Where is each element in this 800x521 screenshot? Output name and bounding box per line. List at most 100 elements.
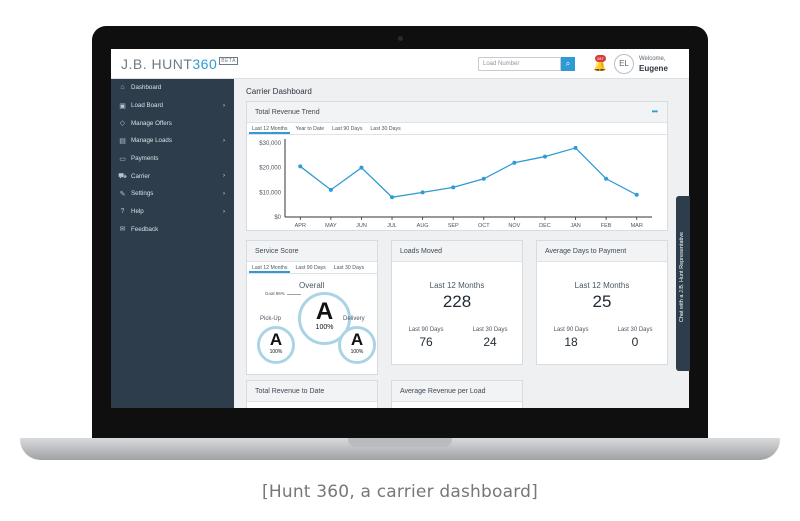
sidebar-item-label: Dashboard — [131, 84, 162, 92]
notification-badge: 287 — [595, 55, 606, 62]
data-point — [634, 192, 639, 197]
username[interactable]: Eugene — [639, 64, 668, 73]
delivery-grade: A 100% — [341, 329, 373, 361]
card-title: Average Revenue per Load — [400, 388, 486, 395]
card-header: Service Score — [247, 241, 377, 262]
chevron-right-icon: › — [223, 173, 225, 180]
x-tick-label: JUL — [387, 223, 397, 229]
tag-icon: ◇ — [119, 120, 126, 128]
data-point — [542, 154, 547, 159]
tab-last-90-days[interactable]: Last 90 Days — [295, 265, 326, 271]
left-stat-label: Last 90 Days — [553, 327, 589, 333]
grade-percent: 100% — [269, 349, 283, 355]
card-icon: ▭ — [119, 155, 126, 163]
data-point — [451, 185, 456, 190]
card-title: Loads Moved — [400, 248, 443, 255]
sidebar-item-dashboard[interactable]: ⌂ Dashboard — [111, 79, 234, 97]
loads-moved-card: Loads Moved Last 12 Months 228 Last 90 D… — [391, 240, 523, 365]
card-title: Service Score — [255, 248, 299, 255]
tab-last-30-days[interactable]: Last 30 Days — [333, 265, 365, 271]
card-header: Total Revenue to Date — [247, 381, 377, 402]
main-stat-value: 25 — [592, 292, 612, 311]
data-point — [604, 176, 609, 181]
top-bar: J.B. HUNT360 BETA Load Number ⌕ 🔔 287 EL … — [111, 49, 689, 79]
main-stat-label: Last 12 Months — [429, 281, 485, 290]
y-tick-label: $20,000 — [259, 166, 281, 172]
right-stat-label: Last 30 Days — [617, 327, 653, 333]
feedback-icon: ✉ — [119, 226, 126, 234]
card-header: Average Revenue per Load — [392, 381, 522, 402]
grade-percent: 100% — [315, 324, 334, 331]
data-point — [359, 165, 364, 170]
data-point — [420, 190, 425, 195]
chat-tab-label: Chat with a J.B. Hunt Representative — [679, 231, 685, 323]
sidebar: ⌂ Dashboard ▣ Load Board › ◇ Manage Offers ▤… — [111, 79, 234, 408]
board-icon: ▣ — [119, 102, 126, 110]
bell-icon[interactable]: 🔔 — [593, 60, 607, 72]
right-stat-value: 0 — [631, 335, 639, 349]
page-title: Carrier Dashboard — [246, 87, 312, 96]
sidebar-item-settings[interactable]: ✎ Settings › — [111, 185, 234, 203]
grade-letter: A — [315, 298, 334, 325]
revenue-to-date-card: Total Revenue to Date — [246, 380, 378, 408]
service-tabs: Last 12 Months Last 90 Days Last 30 Days — [247, 262, 377, 274]
card-header: Loads Moved — [392, 241, 522, 262]
sidebar-item-feedback[interactable]: ✉ Feedback — [111, 221, 234, 239]
avatar[interactable]: EL — [614, 54, 634, 74]
x-tick-label: MAY — [325, 223, 337, 229]
logo-number: 360 — [192, 56, 218, 72]
avg-revenue-card: Average Revenue per Load — [391, 380, 523, 408]
chevron-right-icon: › — [223, 190, 225, 197]
folder-icon: ▤ — [119, 137, 126, 145]
x-tick-label: SEP — [448, 223, 459, 229]
goal-label: Goal 96% — [265, 291, 285, 296]
sidebar-item-label: Payments — [131, 155, 159, 163]
revenue-series-line — [299, 147, 638, 198]
logo-brand: J.B. HUNT — [121, 56, 193, 72]
more-icon[interactable]: ••• — [651, 107, 658, 116]
x-tick-label: MAR — [631, 223, 643, 229]
card-title: Average Days to Payment — [545, 248, 627, 255]
load-number-search-input[interactable]: Load Number — [478, 57, 561, 71]
tab-last-30-days[interactable]: Last 30 Days — [370, 126, 401, 132]
data-point — [390, 195, 395, 200]
home-icon: ⌂ — [120, 84, 125, 92]
grade-letter: A — [269, 330, 283, 349]
x-tick-label: AUG — [417, 223, 429, 229]
tab-last-12-months[interactable]: Last 12 Months — [249, 123, 291, 134]
chevron-right-icon: › — [223, 102, 225, 109]
sidebar-item-help[interactable]: ? Help › — [111, 203, 234, 221]
left-stat-label: Last 90 Days — [408, 327, 444, 333]
delivery-label: Delivery — [343, 316, 365, 322]
goal-line — [287, 294, 301, 295]
search-icon: ⌕ — [565, 59, 571, 68]
sidebar-item-load-board[interactable]: ▣ Load Board › — [111, 97, 234, 115]
y-tick-label: $10,000 — [259, 190, 281, 196]
logo[interactable]: J.B. HUNT360 BETA — [121, 56, 238, 72]
service-score-card: Service Score Last 12 Months Last 90 Day… — [246, 240, 378, 375]
sidebar-item-label: Manage Loads — [131, 137, 172, 145]
truck-icon: ⛟ — [118, 172, 127, 180]
chat-representative-tab[interactable]: Chat with a J.B. Hunt Representative — [676, 196, 690, 371]
x-tick-label: NOV — [508, 223, 520, 229]
tab-year-to-date[interactable]: Year to Date — [295, 126, 325, 132]
help-icon: ? — [120, 208, 125, 216]
chevron-right-icon: › — [223, 137, 225, 144]
card-title: Total Revenue to Date — [255, 388, 325, 395]
data-point — [573, 145, 578, 150]
grade-letter: A — [350, 330, 364, 349]
chevron-right-icon: › — [223, 208, 225, 215]
sidebar-item-manage-offers[interactable]: ◇ Manage Offers — [111, 114, 234, 132]
tab-last-12-months[interactable]: Last 12 Months — [249, 262, 291, 273]
search-button[interactable]: ⌕ — [561, 57, 575, 71]
revenue-tabs: Last 12 Months Year to Date Last 90 Days… — [247, 123, 667, 135]
sidebar-item-manage-loads[interactable]: ▤ Manage Loads › — [111, 132, 234, 150]
sidebar-item-label: Feedback — [131, 225, 159, 233]
avg-days-card: Average Days to Payment Last 12 Months 2… — [536, 240, 668, 365]
sidebar-item-payments[interactable]: ▭ Payments — [111, 150, 234, 168]
laptop-notch — [348, 438, 452, 447]
sidebar-item-carrier[interactable]: ⛟ Carrier › — [111, 167, 234, 185]
data-point — [328, 187, 333, 192]
tab-last-90-days[interactable]: Last 90 Days — [332, 126, 363, 132]
laptop-base — [20, 438, 780, 460]
